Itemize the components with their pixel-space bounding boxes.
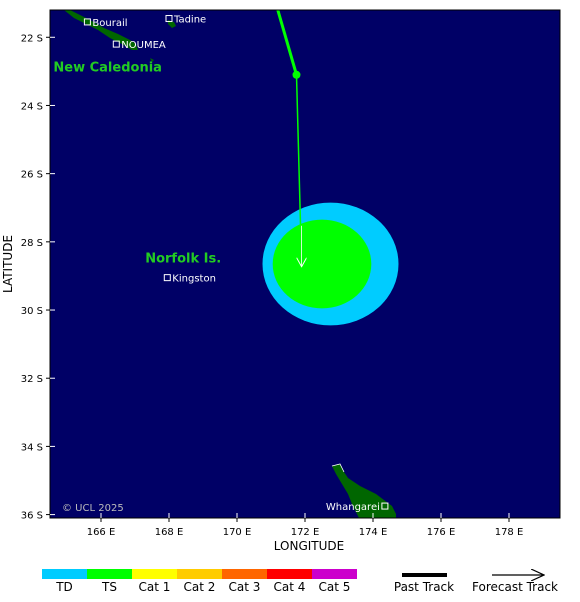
place-marker bbox=[381, 502, 389, 510]
forecast-track-legend-label: Forecast Track bbox=[472, 580, 558, 594]
x-axis-title: LONGITUDE bbox=[274, 539, 344, 553]
legend-swatch bbox=[42, 569, 87, 579]
lon-tick-label: 178 E bbox=[495, 527, 524, 538]
ts-wind-extent bbox=[272, 219, 372, 309]
legend-swatch bbox=[177, 569, 222, 579]
place-label: NOUMEA bbox=[121, 40, 166, 51]
legend-swatch bbox=[87, 569, 132, 579]
new-zealand-land bbox=[332, 464, 396, 518]
place-marker bbox=[163, 274, 171, 282]
lat-tick-label: 26 S bbox=[21, 170, 43, 181]
place-label: Kingston bbox=[172, 274, 216, 285]
lat-tick-label: 32 S bbox=[21, 374, 43, 385]
legend-category-label: Cat 2 bbox=[184, 580, 216, 594]
lat-tick-label: 34 S bbox=[21, 442, 43, 453]
lon-tick-label: 166 E bbox=[87, 527, 116, 538]
region-label: New Caledonia bbox=[53, 60, 162, 75]
legend-swatch bbox=[132, 569, 177, 579]
new-caledonia-land bbox=[64, 10, 138, 50]
legend-category-label: Cat 4 bbox=[274, 580, 306, 594]
region-label: Norfolk Is. bbox=[145, 251, 221, 266]
legend-category-label: Cat 1 bbox=[139, 580, 171, 594]
legend-swatch bbox=[222, 569, 267, 579]
places-layer: Bourail Tadine NOUMEA Kingston Whangarei bbox=[83, 15, 389, 513]
lat-tick-label: 24 S bbox=[21, 101, 43, 112]
place-marker bbox=[83, 18, 91, 26]
place-marker bbox=[165, 15, 173, 23]
legend-swatch bbox=[267, 569, 312, 579]
legend-swatch bbox=[312, 569, 357, 579]
copyright-text: © UCL 2025 bbox=[62, 503, 124, 514]
lon-tick-label: 168 E bbox=[155, 527, 184, 538]
past-track-legend-label: Past Track bbox=[394, 580, 454, 594]
legend-category-label: TS bbox=[101, 580, 117, 594]
place-label: Whangarei bbox=[326, 502, 380, 513]
lat-tick-label: 22 S bbox=[21, 33, 43, 44]
legend-category-label: TD bbox=[55, 580, 73, 594]
y-axis-title: LATITUDE bbox=[1, 235, 15, 293]
lon-tick-label: 172 E bbox=[291, 527, 320, 538]
lon-tick-label: 176 E bbox=[427, 527, 456, 538]
lon-tick-label: 170 E bbox=[223, 527, 252, 538]
legend: TD TS Cat 1 Cat 2 Cat 3 Cat 4 Cat 5 Past Track… bbox=[42, 569, 558, 594]
place-label: Tadine bbox=[173, 15, 206, 26]
place-marker bbox=[112, 40, 120, 48]
legend-category-label: Cat 3 bbox=[229, 580, 261, 594]
place-label: Bourail bbox=[92, 18, 127, 29]
past-track-line bbox=[276, 10, 298, 76]
lon-tick-label: 174 E bbox=[359, 527, 388, 538]
lat-tick-label: 36 S bbox=[21, 511, 43, 522]
regions-layer: New Caledonia Norfolk Is. bbox=[53, 60, 221, 266]
nz-outline bbox=[331, 463, 345, 473]
axis-ticks: 166 E 168 E 170 E 172 E 174 E 176 E 178 E 22 S 2… bbox=[21, 33, 524, 538]
forecast-track-line bbox=[295, 74, 303, 266]
lat-tick-label: 28 S bbox=[21, 238, 43, 249]
small-islet-land bbox=[150, 58, 154, 62]
lat-tick-label: 30 S bbox=[21, 306, 43, 317]
legend-category-label: Cat 5 bbox=[319, 580, 351, 594]
legend-categories: TD TS Cat 1 Cat 2 Cat 3 Cat 4 Cat 5 bbox=[42, 569, 357, 594]
track-point bbox=[292, 70, 301, 79]
